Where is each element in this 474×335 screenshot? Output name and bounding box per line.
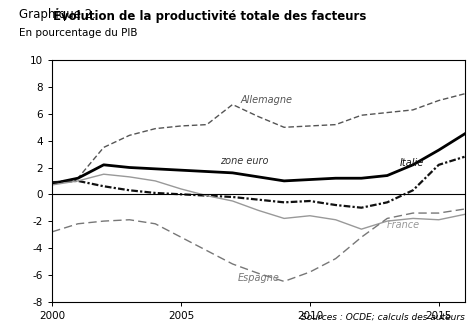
Text: Sources : OCDE; calculs des auteurs: Sources : OCDE; calculs des auteurs: [301, 313, 465, 322]
Text: Allemagne: Allemagne: [240, 94, 292, 105]
Text: Espagne: Espagne: [238, 273, 280, 283]
Text: Évolution de la productivité totale des facteurs: Évolution de la productivité totale des …: [53, 8, 366, 23]
Text: Graphique 2.: Graphique 2.: [19, 8, 100, 21]
Text: En pourcentage du PIB: En pourcentage du PIB: [19, 28, 137, 39]
Text: Italie: Italie: [400, 157, 424, 168]
Text: France: France: [387, 220, 420, 230]
Text: zone euro: zone euro: [219, 156, 268, 166]
